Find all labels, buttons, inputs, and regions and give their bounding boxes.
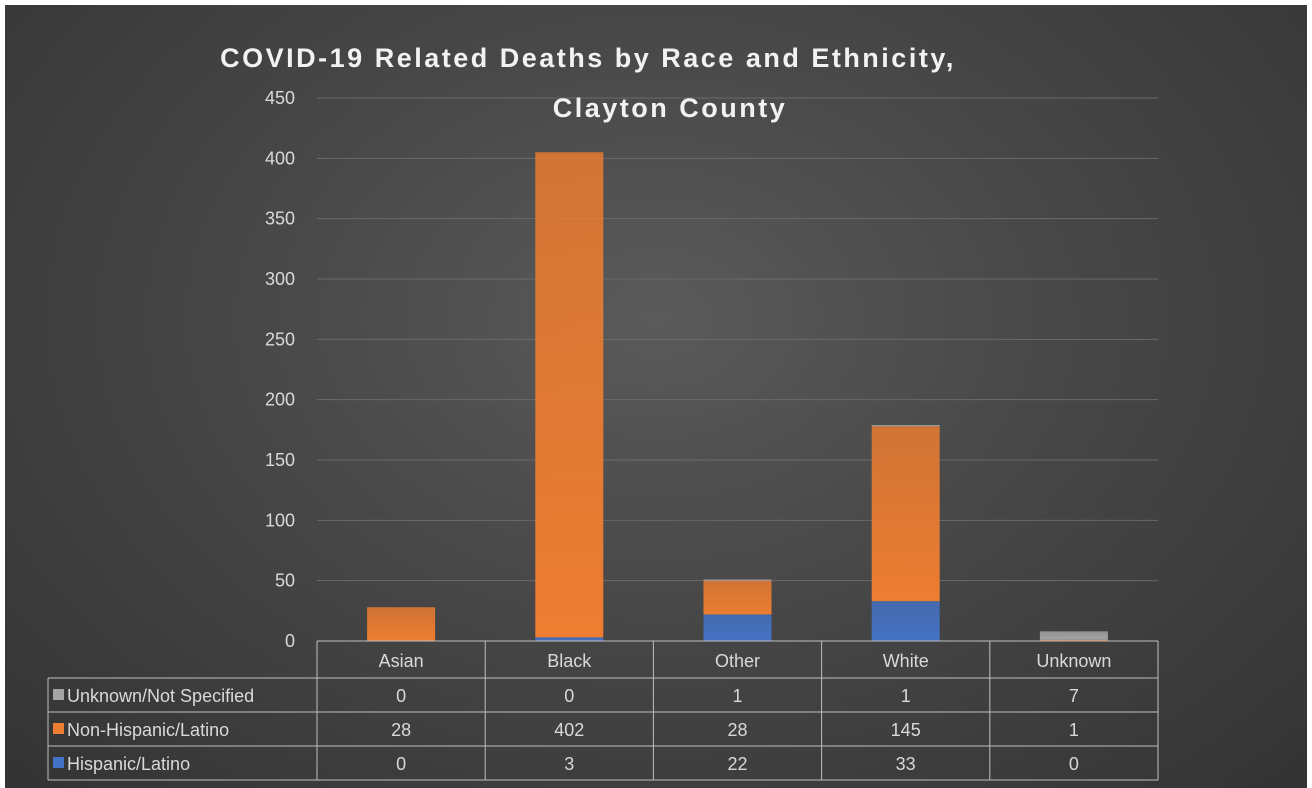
- chart-area: 0 50 100 150 200 250 300 350 400 450 Asian Black Ot…: [5, 5, 1307, 788]
- data-label: 0: [396, 754, 406, 774]
- data-label: 0: [396, 686, 406, 706]
- y-tick-label: 400: [265, 148, 295, 168]
- data-label: 33: [896, 754, 916, 774]
- series-name: Unknown/Not Specified: [67, 686, 254, 706]
- data-label: 1: [901, 686, 911, 706]
- data-label: 28: [391, 720, 411, 740]
- bar-segment: [871, 425, 940, 427]
- chart-title-line2: Clayton County: [553, 93, 788, 123]
- gridlines: [317, 97, 1158, 582]
- bar-segment: [1039, 631, 1108, 640]
- bar-segment: [871, 601, 940, 641]
- data-label: 1: [732, 686, 742, 706]
- legend-key: [53, 757, 64, 768]
- x-category-label: Unknown: [1036, 651, 1111, 671]
- bar-segment: [703, 614, 772, 641]
- bar-segment: [535, 637, 604, 641]
- x-category-label: Other: [715, 651, 760, 671]
- x-category-label: Asian: [379, 651, 424, 671]
- bar-segment: [703, 579, 772, 581]
- bar-segment: [871, 426, 940, 602]
- bar-segment: [703, 580, 772, 615]
- data-label: 3: [564, 754, 574, 774]
- y-tick-label: 150: [265, 450, 295, 470]
- data-label: 402: [554, 720, 584, 740]
- bar-segment: [535, 152, 604, 638]
- data-label: 22: [727, 754, 747, 774]
- y-tick-label: 350: [265, 209, 295, 229]
- y-tick-label: 300: [265, 269, 295, 289]
- y-tick-label: 200: [265, 390, 295, 410]
- y-tick-label: 100: [265, 510, 295, 530]
- x-category-label: Black: [547, 651, 592, 671]
- data-label: 0: [564, 686, 574, 706]
- data-label: 145: [891, 720, 921, 740]
- data-label: 1: [1069, 720, 1079, 740]
- bar-segment: [367, 607, 436, 641]
- y-tick-label: 0: [285, 631, 295, 651]
- bars: [367, 152, 1108, 641]
- y-axis-ticks: 0 50 100 150 200 250 300 350 400 450: [265, 88, 295, 651]
- series-name: Non-Hispanic/Latino: [67, 720, 229, 740]
- data-table: Asian Black Other White Unknown Unknown/Not S…: [47, 640, 1159, 781]
- y-tick-label: 50: [275, 571, 295, 591]
- legend-key: [53, 723, 64, 734]
- bar-segment: [1039, 639, 1108, 641]
- y-tick-label: 250: [265, 329, 295, 349]
- x-category-label: White: [883, 651, 929, 671]
- series-name: Hispanic/Latino: [67, 754, 190, 774]
- data-label: 28: [727, 720, 747, 740]
- data-label: 0: [1069, 754, 1079, 774]
- chart-title: COVID-19 Related Deaths by Race and Ethn…: [220, 43, 956, 73]
- y-tick-label: 450: [265, 88, 295, 108]
- data-label: 7: [1069, 686, 1079, 706]
- legend-key: [53, 689, 64, 700]
